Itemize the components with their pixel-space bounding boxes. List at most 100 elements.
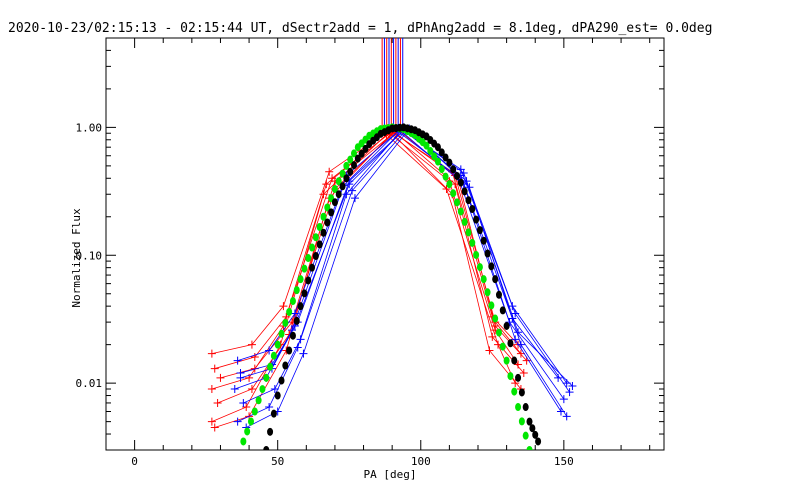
data-point [263,446,270,450]
data-point [562,412,571,421]
data-point [286,307,293,316]
data-point [532,430,539,439]
data-point [511,309,520,318]
x-tick-label: 0 [131,455,138,468]
data-point [511,379,520,388]
data-point [207,417,216,426]
data-point [508,314,517,323]
data-point [515,403,522,412]
data-point [347,155,354,164]
series-6 [216,125,531,382]
series-8 [236,126,574,397]
data-point [263,373,270,382]
data-point [519,369,528,378]
data-point [331,184,338,193]
data-point [495,328,502,337]
chart-title: 2020-10-23/02:15:13 - 02:15:44 UT, dSect… [8,21,712,36]
data-point [289,297,296,306]
data-point [233,417,242,426]
series-line [220,129,527,379]
data-point [354,154,361,163]
data-point [316,223,323,232]
data-point [526,446,533,450]
data-point [270,351,277,360]
data-point [457,207,464,216]
data-point [244,427,251,436]
data-point [457,178,464,187]
data-point [535,437,542,446]
data-point [305,254,312,263]
data-point [465,228,472,237]
data-point [305,276,312,285]
data-point [265,346,274,355]
data-point [529,424,536,433]
data-point [345,180,354,189]
data-point [488,301,495,310]
data-point [255,396,262,405]
data-point [476,226,483,235]
data-point [507,339,514,348]
data-point [568,381,577,390]
data-point [491,321,500,330]
data-point [312,233,319,242]
data-point [207,349,216,358]
data-point [450,165,457,174]
data-point [427,146,434,155]
data-point [526,417,533,426]
data-point [503,321,510,330]
data-point [480,236,487,245]
data-point [286,346,293,355]
data-point [319,190,328,199]
data-point [503,356,510,365]
data-point [210,423,219,432]
data-point [434,143,441,152]
data-point [293,286,300,295]
data-point [350,194,359,203]
data-point [242,403,251,412]
data-point [511,387,518,396]
data-point [499,306,506,315]
data-point [476,263,483,272]
data-point [473,250,480,259]
series-line [246,127,568,428]
data-point [297,275,304,284]
data-point [230,384,239,393]
x-tick-label: 100 [411,455,431,468]
data-point [278,329,285,338]
data-point [451,180,460,189]
data-point [446,180,453,189]
data-point [278,376,285,385]
series-9 [230,127,568,404]
data-point [516,349,525,358]
series-line [217,131,525,404]
data-point [282,361,289,370]
data-point [480,275,487,284]
data-point [522,431,529,440]
data-point [274,340,281,349]
data-point [343,161,350,170]
data-point [484,288,491,297]
data-point [507,372,514,381]
y-tick-label: 0.10 [76,249,103,262]
data-point [331,198,338,207]
data-point [465,196,472,205]
data-point [309,243,316,252]
data-point [484,249,491,258]
data-point [358,149,365,158]
vertical-markers [381,38,404,128]
data-point [554,373,563,382]
data-point [274,391,281,400]
data-point [454,198,461,207]
data-point [247,384,256,393]
data-point [309,263,316,272]
series-12 [242,124,571,432]
data-point [320,228,327,237]
data-point [312,252,319,261]
data-point [251,407,258,416]
data-point [351,149,357,158]
data-point [351,161,357,170]
data-point [495,290,502,299]
data-point [236,373,245,382]
data-point [233,356,242,365]
